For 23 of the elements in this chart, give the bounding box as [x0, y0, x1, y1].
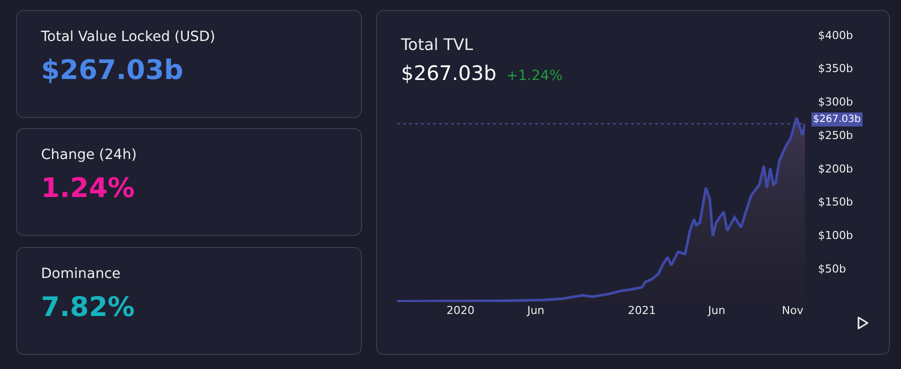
- x-tick-label: Jun: [707, 304, 726, 317]
- ref-line-label: $267.03b: [813, 114, 861, 125]
- y-tick-label: $350b: [818, 62, 853, 76]
- y-tick-label: $250b: [818, 128, 853, 142]
- y-tick-label: $200b: [818, 162, 853, 176]
- x-tick-label: 2020: [446, 304, 474, 317]
- text: 1.24%: [41, 173, 135, 204]
- annotation: +1.24%: [506, 68, 563, 84]
- text: Total Value Locked (USD): [41, 29, 216, 45]
- x-tick-label: 2021: [628, 304, 656, 317]
- text: Dominance: [41, 266, 121, 282]
- y-tick-label: $150b: [818, 196, 853, 209]
- y-tick-label: $300b: [818, 96, 853, 109]
- chart-title: Total TVL: [401, 35, 474, 54]
- x-tick-label: Jun: [526, 304, 544, 317]
- x-tick-label: Nov: [782, 304, 804, 317]
- text: $267.03b: [401, 61, 496, 85]
- text: 7.82%: [41, 292, 135, 323]
- y-tick-label: $50b: [818, 262, 846, 276]
- y-tick-label: $400b: [818, 28, 853, 42]
- y-tick-label: $100b: [818, 229, 853, 242]
- text: Change (24h): [41, 147, 137, 163]
- text: $267.03b: [41, 55, 184, 86]
